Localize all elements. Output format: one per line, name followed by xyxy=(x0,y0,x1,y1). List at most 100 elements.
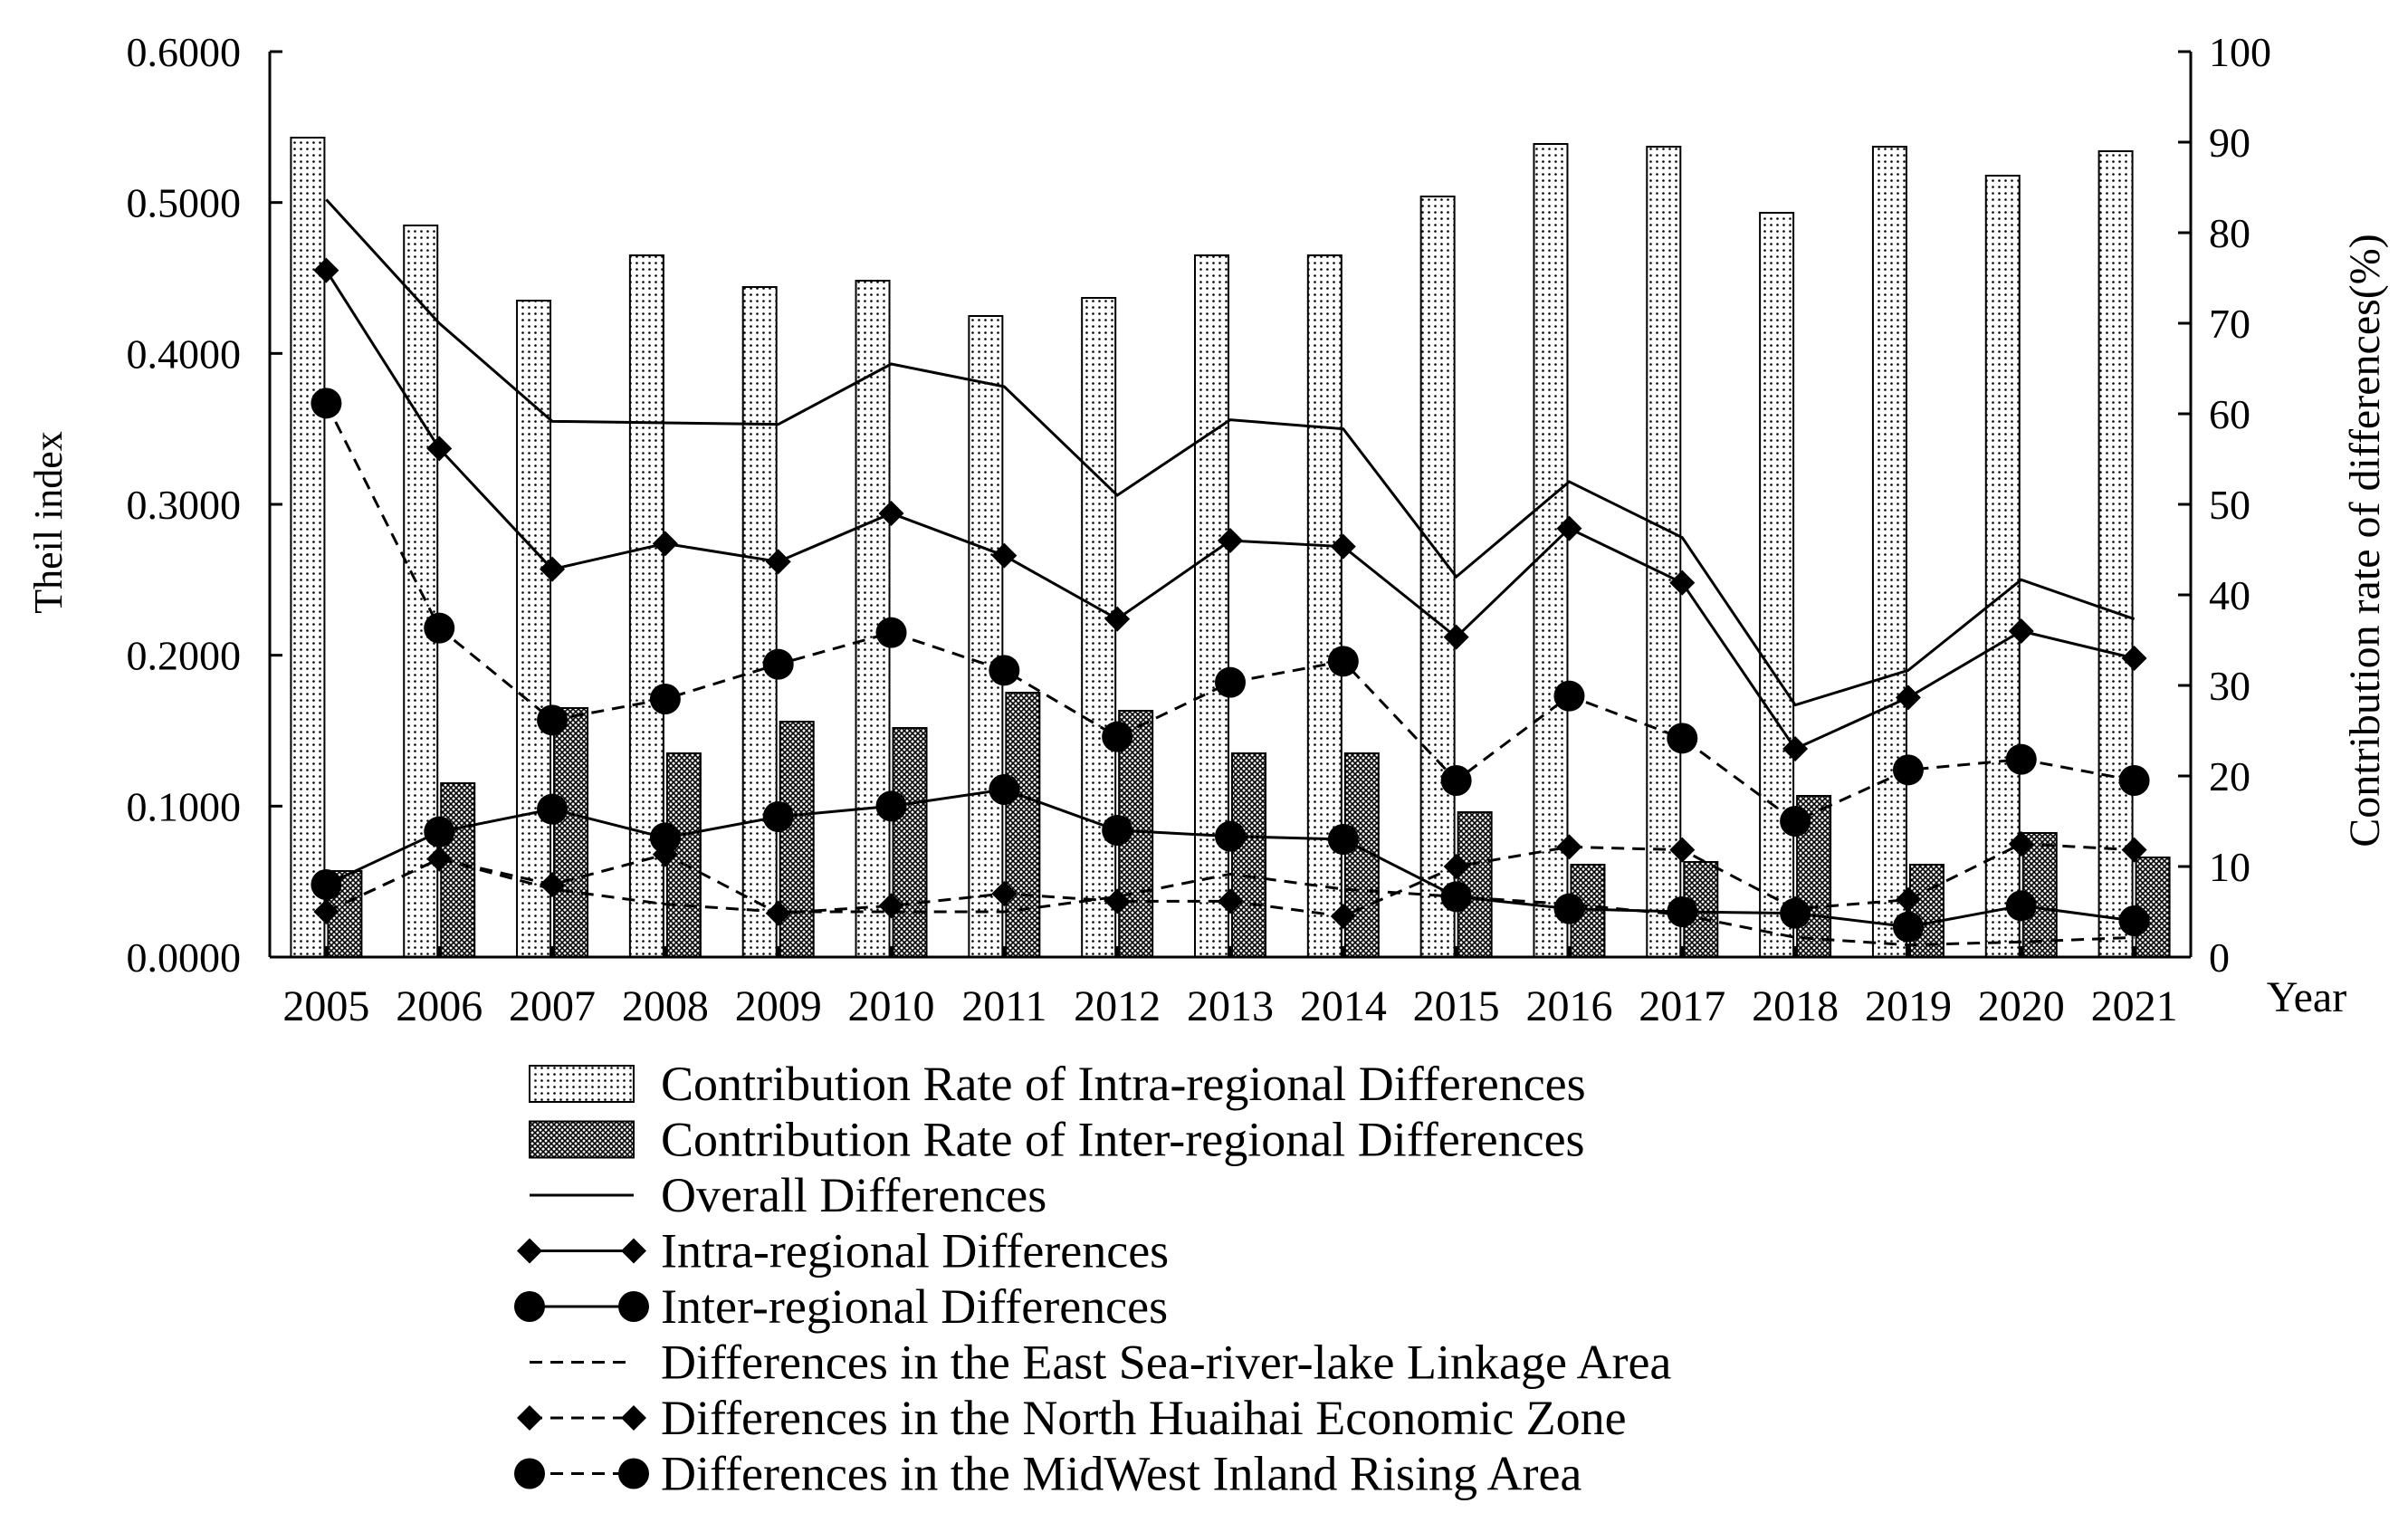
x-tick-label: 2012 xyxy=(1074,982,1161,1030)
line-midwest-inland xyxy=(325,402,2135,823)
left-tick-label: 0.2000 xyxy=(127,633,242,679)
marker-inter-2021 xyxy=(2118,905,2150,936)
legend-swatch-bar xyxy=(529,1065,635,1103)
marker-midwest-inland-2010 xyxy=(875,617,907,648)
marker-midwest-inland-2019 xyxy=(1892,754,1924,786)
left-axis-title: Theil index xyxy=(26,431,71,614)
marker-midwest-inland-2015 xyxy=(1440,765,1472,796)
right-tick-label: 20 xyxy=(2209,753,2250,800)
x-tick-label: 2013 xyxy=(1187,982,1274,1030)
bar-inter-contribution-2019 xyxy=(1908,864,1945,958)
marker-north-huaihai-2005 xyxy=(313,899,339,924)
marker-north-huaihai-2017 xyxy=(1669,837,1696,863)
marker-intra-2011 xyxy=(991,542,1018,569)
legend-label: Differences in the North Huaihai Economi… xyxy=(661,1391,1627,1445)
bar-intra-contribution-2021 xyxy=(2097,150,2134,958)
legend-marker xyxy=(618,1458,649,1489)
bar-inter-contribution-2010 xyxy=(892,727,928,958)
marker-intra-2009 xyxy=(765,549,791,575)
marker-midwest-inland-2021 xyxy=(2118,765,2150,796)
marker-inter-2017 xyxy=(1667,896,1698,927)
marker-midwest-inland-2009 xyxy=(762,648,794,680)
x-tick-label: 2015 xyxy=(1413,982,1500,1030)
bar-intra-contribution-2018 xyxy=(1759,212,1795,958)
bar-intra-contribution-2005 xyxy=(290,137,326,958)
left-tick-label: 0.0000 xyxy=(127,934,242,981)
right-tick-label: 70 xyxy=(2209,301,2250,347)
marker-inter-2013 xyxy=(1215,820,1246,852)
x-tick-label: 2020 xyxy=(1978,982,2065,1030)
bar-inter-contribution-2013 xyxy=(1231,752,1266,958)
marker-north-huaihai-2015 xyxy=(1443,854,1469,879)
marker-midwest-inland-2018 xyxy=(1780,806,1811,837)
right-tick-label: 30 xyxy=(2209,663,2250,709)
x-tick-label: 2016 xyxy=(1525,982,1612,1030)
marker-intra-2018 xyxy=(1782,736,1809,761)
marker-inter-2016 xyxy=(1553,893,1585,924)
legend-marker xyxy=(514,1458,545,1489)
marker-intra-2019 xyxy=(1895,685,1921,711)
marker-intra-2012 xyxy=(1104,606,1131,632)
marker-north-huaihai-2011 xyxy=(991,881,1018,906)
x-tick-label: 2021 xyxy=(2091,982,2178,1030)
legend-marker xyxy=(517,1405,542,1431)
marker-inter-2012 xyxy=(1102,815,1133,846)
left-tick-label: 0.6000 xyxy=(127,29,242,75)
left-tick-label: 0.5000 xyxy=(127,180,242,226)
marker-midwest-inland-2006 xyxy=(424,612,455,644)
marker-inter-2014 xyxy=(1327,824,1359,855)
legend-marker xyxy=(517,1238,542,1264)
marker-north-huaihai-2016 xyxy=(1556,834,1582,860)
marker-north-huaihai-2007 xyxy=(540,872,566,897)
marker-intra-2007 xyxy=(540,556,566,582)
marker-north-huaihai-2014 xyxy=(1330,904,1356,929)
bar-intra-contribution-2013 xyxy=(1194,254,1229,958)
legend-marker xyxy=(514,1291,545,1322)
bar-intra-contribution-2009 xyxy=(741,286,778,958)
right-tick-label: 40 xyxy=(2209,572,2250,618)
x-tick-label: 2010 xyxy=(848,982,935,1030)
legend-label: Intra-regional Differences xyxy=(661,1224,1169,1278)
right-tick-label: 90 xyxy=(2209,120,2250,166)
marker-north-huaihai-2009 xyxy=(765,900,791,926)
legend-marker xyxy=(621,1405,646,1431)
bar-intra-contribution-2011 xyxy=(968,315,1004,958)
right-tick-label: 0 xyxy=(2209,934,2230,981)
legend-marker xyxy=(618,1291,649,1322)
marker-midwest-inland-2017 xyxy=(1667,723,1698,754)
marker-inter-2008 xyxy=(649,822,681,854)
marker-midwest-inland-2011 xyxy=(989,655,1020,686)
line-overall xyxy=(325,198,2136,707)
bar-intra-contribution-2015 xyxy=(1419,196,1456,958)
marker-inter-2010 xyxy=(875,790,907,822)
marker-intra-2015 xyxy=(1443,624,1469,650)
marker-inter-2007 xyxy=(537,793,569,825)
bar-intra-contribution-2016 xyxy=(1533,143,1569,958)
marker-intra-2021 xyxy=(2121,646,2147,671)
marker-north-huaihai-2020 xyxy=(2008,831,2034,857)
bar-intra-contribution-2012 xyxy=(1081,297,1117,958)
marker-midwest-inland-2013 xyxy=(1215,666,1246,698)
legend-label: Contribution Rate of Intra-regional Diff… xyxy=(661,1057,1586,1111)
right-tick-label: 80 xyxy=(2209,210,2250,256)
marker-midwest-inland-2012 xyxy=(1102,721,1133,752)
marker-inter-2019 xyxy=(1892,911,1924,943)
marker-north-huaihai-2012 xyxy=(1104,888,1131,914)
marker-midwest-inland-2007 xyxy=(537,704,569,736)
legend-label: Contribution Rate of Inter-regional Diff… xyxy=(661,1113,1585,1167)
bar-intra-contribution-2019 xyxy=(1871,146,1907,958)
right-tick-label: 10 xyxy=(2209,844,2250,890)
bar-inter-contribution-2007 xyxy=(553,707,589,958)
bar-inter-contribution-2006 xyxy=(440,782,476,958)
x-axis-title: Year xyxy=(2267,973,2346,1021)
marker-intra-2008 xyxy=(652,531,678,557)
marker-intra-2017 xyxy=(1669,570,1696,596)
line-east-sea-river-lake xyxy=(325,857,2135,947)
left-tick-label: 0.4000 xyxy=(127,330,242,377)
marker-inter-2011 xyxy=(989,774,1020,805)
legend-label: Overall Differences xyxy=(661,1168,1046,1222)
right-axis-title: Contribution rate of differences(%) xyxy=(2341,234,2389,847)
left-tick-label: 0.1000 xyxy=(127,783,242,829)
marker-midwest-inland-2008 xyxy=(649,684,681,714)
